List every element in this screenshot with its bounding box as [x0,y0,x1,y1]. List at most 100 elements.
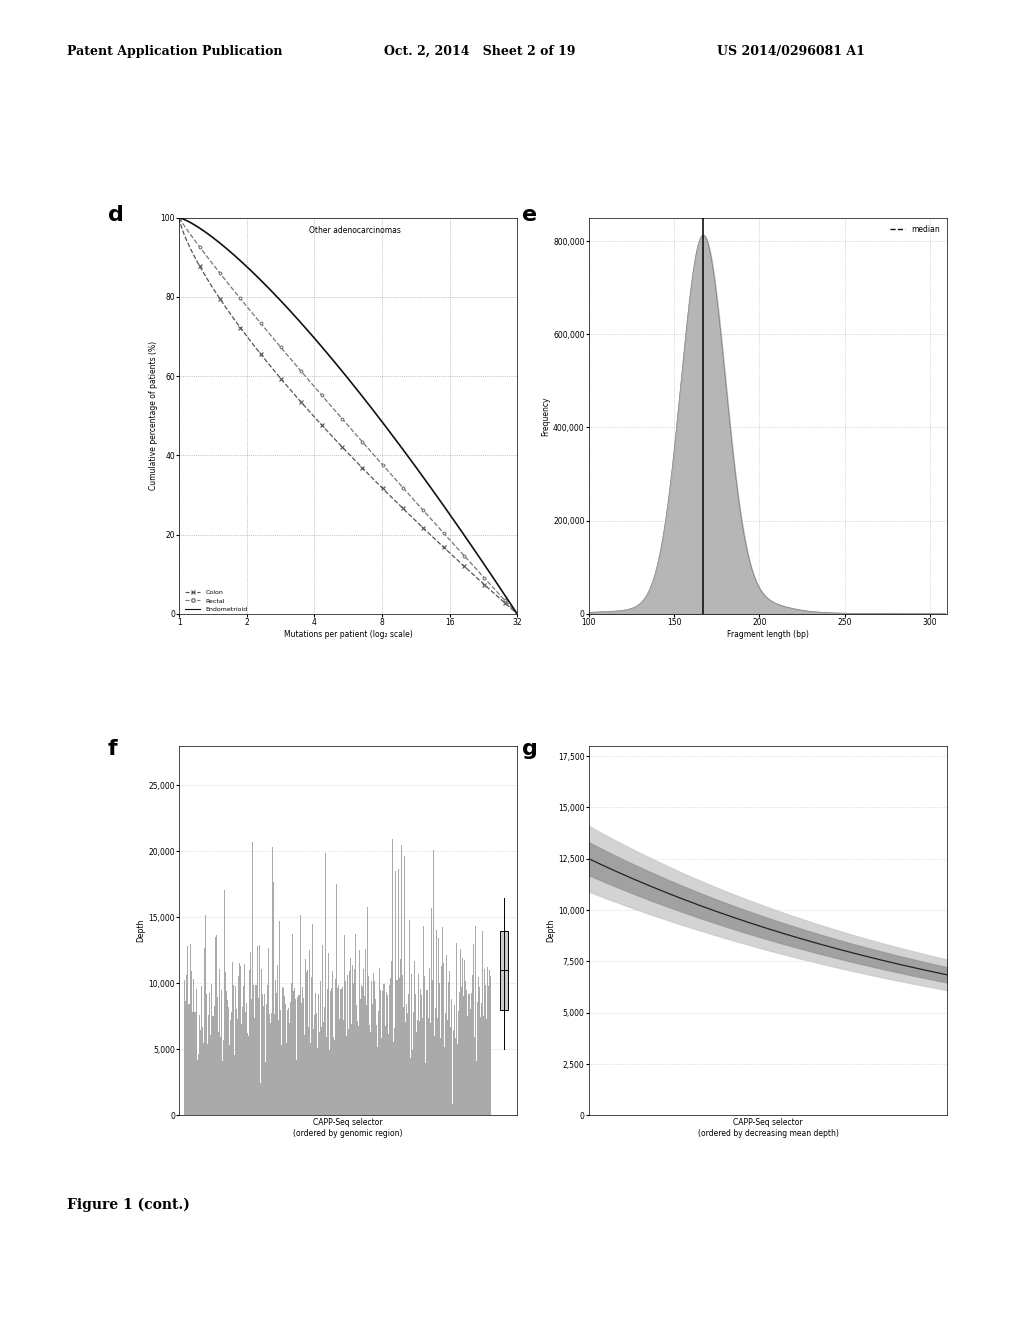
Bar [461,987,463,1115]
Bar [282,987,283,1115]
Bar [397,870,398,1115]
Bar [489,975,492,1115]
Bar [254,1018,256,1115]
Bar [278,1020,279,1115]
Bar [188,1005,190,1115]
Bar [328,953,330,1115]
Text: Patent Application Publication: Patent Application Publication [67,45,282,58]
Bar [469,1010,471,1115]
Bar [219,1038,221,1115]
Bar [283,987,284,1115]
Bar [250,952,252,1115]
Bar [229,1020,230,1115]
Bar [234,986,236,1115]
Bar [215,936,217,1115]
Bar [352,983,354,1115]
Bar [315,1014,317,1115]
Bar [236,1010,237,1115]
Bar [287,1011,289,1115]
Bar [286,1043,287,1115]
Bar [205,915,206,1115]
Bar [276,965,278,1115]
Bar [406,1005,407,1115]
Bar [400,845,401,1115]
Bar [463,997,465,1115]
Bar [256,946,258,1115]
Bar [211,985,213,1115]
X-axis label: CAPP-Seq selector
(ordered by decreasing mean depth): CAPP-Seq selector (ordered by decreasing… [697,1118,839,1138]
Bar [430,908,432,1115]
Bar [360,999,361,1115]
Bar [424,975,426,1115]
Y-axis label: Depth: Depth [136,919,145,942]
Bar [258,945,260,1115]
Bar [465,981,467,1115]
Bar [416,1032,418,1115]
Bar [203,1043,204,1115]
Bar [375,999,377,1115]
Bar [239,962,240,1115]
Bar [438,983,440,1115]
Bar [432,850,434,1115]
Bar [434,1007,436,1115]
Bar [281,1045,282,1115]
Bar [362,987,364,1115]
Bar [377,1047,379,1115]
Bar [303,1035,305,1115]
Bar [324,1007,326,1115]
Bar [332,970,334,1115]
Bar [409,920,410,1115]
Bar [371,981,373,1115]
Bar [412,1049,413,1115]
Text: US 2014/0296081 A1: US 2014/0296081 A1 [717,45,864,58]
Bar [457,1044,459,1115]
Bar [398,978,399,1115]
Bar [199,1015,201,1115]
X-axis label: CAPP-Seq selector
(ordered by genomic region): CAPP-Seq selector (ordered by genomic re… [294,1118,402,1138]
Bar [410,1059,411,1115]
Bar [354,969,355,1115]
Bar [252,842,254,1115]
Bar [338,985,340,1115]
Bar [399,960,400,1115]
Bar [403,857,404,1115]
Bar [285,1005,286,1115]
Bar [422,1018,424,1115]
Bar [358,1026,359,1115]
Bar [274,979,275,1115]
Bar [217,1031,219,1115]
Text: g: g [522,739,539,759]
Bar [221,1061,223,1115]
Bar [418,974,420,1115]
Text: d: d [108,205,124,224]
Bar [280,1010,281,1115]
Bar [266,985,268,1115]
Bar [411,974,412,1115]
Bar [299,915,301,1115]
Bar [459,993,461,1115]
Bar [344,981,346,1115]
Bar [350,1024,352,1115]
Bar [184,1001,186,1115]
Bar [319,981,322,1115]
Bar [244,965,246,1115]
Bar [379,969,381,1115]
Bar [383,983,385,1115]
Bar [291,983,293,1115]
Bar [264,1063,266,1115]
Bar [336,884,338,1115]
Text: e: e [522,205,538,224]
Bar [395,979,397,1115]
Bar [342,1020,344,1115]
Bar [404,1022,406,1115]
Bar [481,931,483,1115]
Text: Oct. 2, 2014   Sheet 2 of 19: Oct. 2, 2014 Sheet 2 of 19 [384,45,575,58]
Bar [322,945,324,1115]
Bar [231,962,232,1115]
Bar [367,907,369,1115]
Bar [426,990,428,1115]
Bar [237,1019,238,1115]
Bar [223,890,225,1115]
Bar [475,1061,477,1115]
Bar [346,975,348,1115]
